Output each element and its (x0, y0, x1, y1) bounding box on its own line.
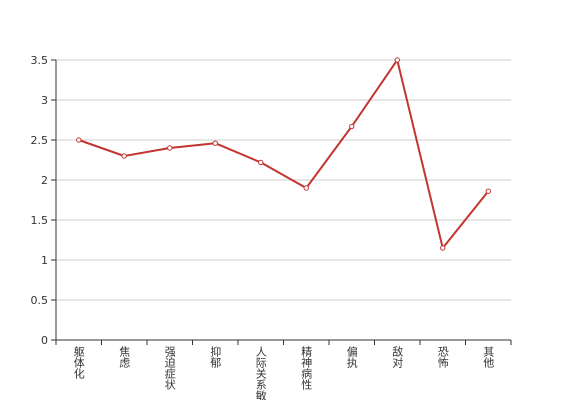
point (167, 145, 173, 151)
x-tick-label: 焦虑 (118, 346, 131, 368)
x-tick-label: 躯体化 (72, 346, 85, 380)
x-tick-label: 强迫症状 (163, 346, 176, 390)
point (485, 188, 491, 194)
point (303, 185, 309, 191)
point (349, 123, 355, 130)
point (394, 57, 400, 63)
y-tick-label: 0.5 (31, 294, 49, 307)
y-tick-label: 2 (41, 174, 48, 187)
point (212, 140, 218, 146)
x-tick-label: 偏执 (345, 345, 358, 369)
y-tick-label: 2.5 (31, 134, 49, 147)
x-tick-label: 抑郁 (209, 345, 222, 368)
x-tick-label: 人际关系敏感 (254, 346, 267, 400)
x-tick-label: 其他 (482, 346, 495, 368)
y-tick-label: 0 (41, 334, 48, 347)
y-tick-label: 3.5 (31, 54, 49, 67)
point (76, 137, 82, 143)
line (78, 59, 490, 249)
x-tick-label: 精神病性 (300, 346, 313, 391)
x-tick-label: 恐怖 (436, 346, 449, 368)
x-tick-label: 敌对 (391, 345, 404, 368)
point (440, 245, 446, 251)
point (258, 159, 264, 166)
point (121, 153, 127, 159)
y-tick-label: 1 (41, 254, 48, 267)
y-tick-label: 3 (41, 94, 48, 107)
y-tick-label: 1.5 (31, 214, 49, 227)
